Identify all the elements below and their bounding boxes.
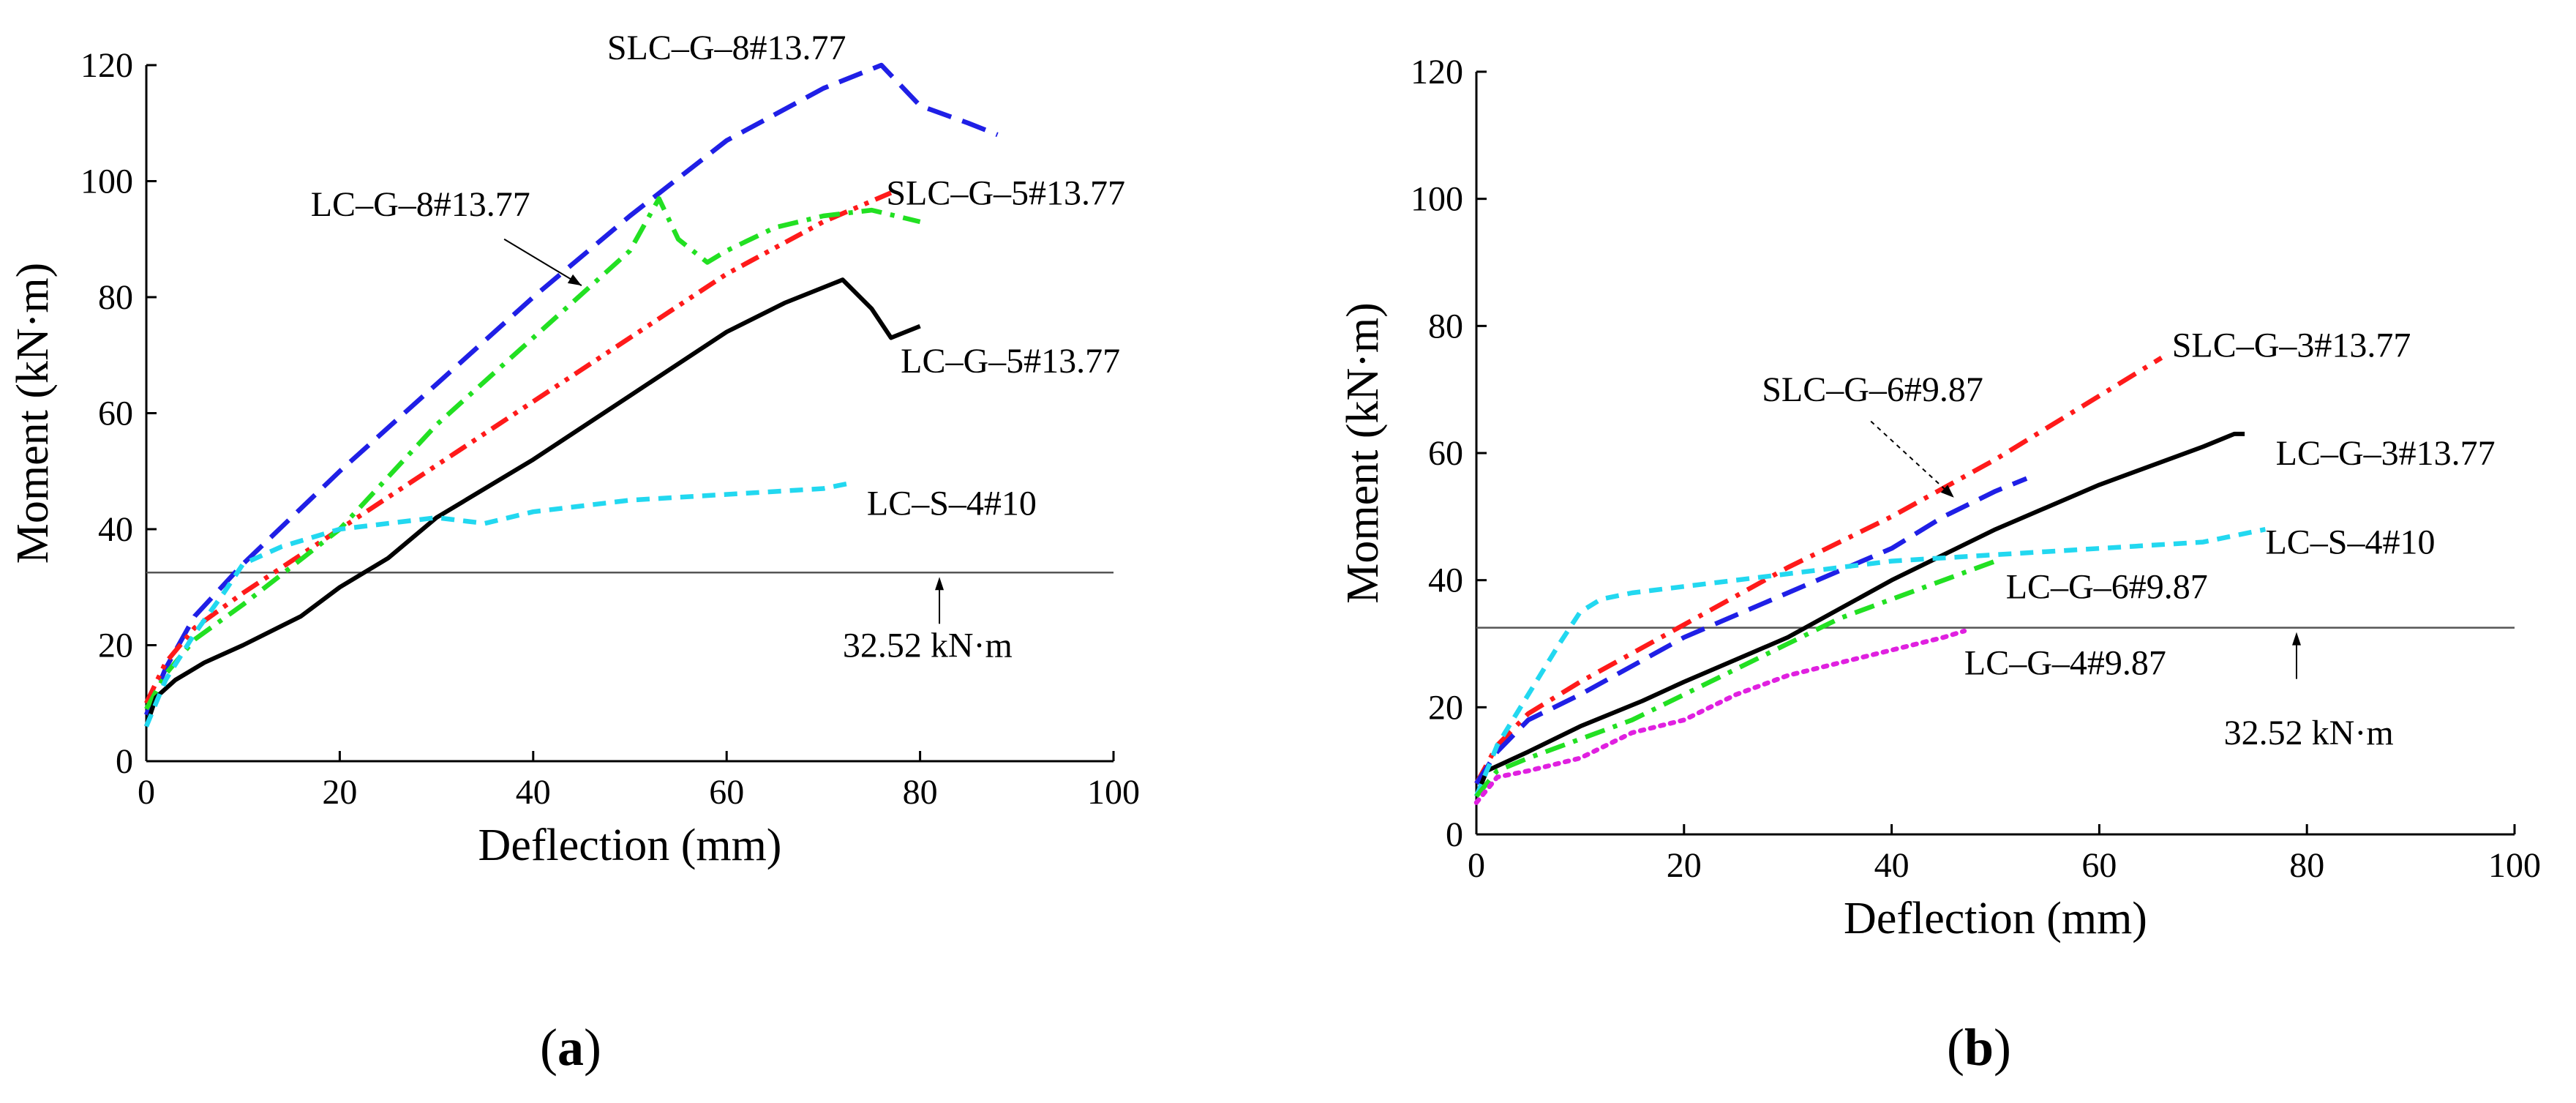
x-axis-title: Deflection (mm)	[1844, 894, 2147, 943]
y-axis-title: Moment (kN·m)	[1338, 302, 1388, 604]
series-label: LC–S–4#10	[2265, 523, 2435, 562]
series-line	[1474, 476, 2028, 785]
series-line	[1473, 527, 2267, 798]
series-label: LC–G–6#9.87	[2006, 567, 2208, 606]
series-label: LC–G–4#9.87	[1964, 644, 2166, 683]
x-tick-label: 60	[2081, 846, 2117, 885]
series-leader-arrow	[1940, 485, 1954, 498]
x-tick-label: 0	[1468, 846, 1485, 885]
series-leader-line	[1870, 420, 1955, 498]
series-line	[143, 480, 853, 728]
y-tick-label: 0	[116, 742, 133, 781]
y-tick-label: 60	[98, 395, 133, 433]
x-tick-label: 80	[903, 773, 938, 812]
x-tick-label: 80	[2289, 846, 2324, 885]
series-label: LC–S–4#10	[867, 484, 1037, 523]
panel-b-chart: 0 20 40 60 80 100 0 20 40 60 80 100 120 Deflection (m…	[1338, 53, 2541, 1077]
x-tick-label: 40	[516, 773, 551, 812]
y-tick-label: 20	[1428, 688, 1463, 727]
series-line	[1474, 558, 1997, 798]
series-label: SLC–G–6#9.87	[1762, 370, 1983, 409]
panel-caption: (a)	[540, 1018, 601, 1077]
series-label: SLC–G–5#13.77	[886, 173, 1125, 212]
x-tick-label: 20	[1667, 846, 1702, 885]
x-tick-label: 100	[1087, 773, 1140, 812]
reference-arrow-head	[2292, 632, 2302, 646]
x-tick-label: 100	[2488, 846, 2541, 885]
series-label: SLC–G–3#13.77	[2172, 326, 2411, 364]
series-label: LC–G–3#13.77	[2276, 434, 2496, 473]
series-line	[144, 190, 893, 705]
reference-arrow-head	[935, 577, 945, 591]
y-tick-label: 60	[1428, 434, 1463, 473]
y-tick-label: 0	[1446, 815, 1463, 854]
series-label: LC–G–5#13.77	[901, 342, 1120, 381]
series-leader-arrow	[567, 274, 582, 286]
series-label: LC–G–8#13.77	[311, 185, 530, 224]
x-tick-label: 0	[138, 773, 155, 812]
x-tick-label: 60	[709, 773, 744, 812]
y-tick-label: 80	[1428, 307, 1463, 345]
reference-label: 32.52 kN·m	[843, 627, 1013, 665]
y-axis-title: Moment (kN·m)	[8, 263, 58, 564]
y-tick-label: 20	[98, 627, 133, 665]
reference-label: 32.52 kN·m	[2224, 714, 2394, 752]
x-axis-title: Deflection (mm)	[478, 820, 782, 870]
y-tick-label: 100	[80, 162, 133, 201]
x-tick-label: 20	[322, 773, 357, 812]
series-line	[1474, 356, 2163, 785]
series-leader-line	[503, 238, 582, 287]
series-line	[144, 277, 921, 728]
y-tick-label: 40	[98, 510, 133, 549]
series-label: SLC–G–8#13.77	[607, 29, 846, 67]
panel-caption: (b)	[1947, 1018, 2011, 1077]
series-line	[1473, 628, 1967, 805]
y-tick-label: 40	[1428, 561, 1463, 600]
series-line	[143, 62, 999, 716]
y-tick-label: 120	[80, 46, 133, 85]
series-line	[144, 196, 921, 711]
series-line	[1474, 431, 2245, 798]
x-tick-label: 40	[1874, 846, 1910, 885]
panel-a-chart: 0 20 40 60 80 100 0 20 40 60 80 100 120 Deflection (m…	[8, 29, 1140, 1077]
y-tick-label: 80	[98, 278, 133, 317]
y-tick-label: 100	[1411, 180, 1463, 219]
y-tick-label: 120	[1411, 53, 1463, 91]
